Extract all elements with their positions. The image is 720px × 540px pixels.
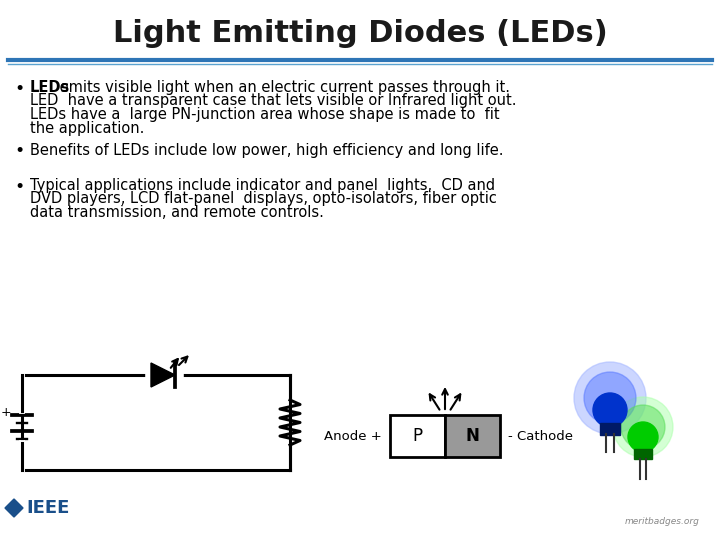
Text: Benefits of LEDs include low power, high efficiency and long life.: Benefits of LEDs include low power, high… [30, 143, 503, 158]
Text: Light Emitting Diodes (LEDs): Light Emitting Diodes (LEDs) [112, 18, 608, 48]
Circle shape [628, 422, 658, 452]
Text: the application.: the application. [30, 120, 145, 136]
Bar [600, 423, 620, 435]
Circle shape [574, 362, 646, 434]
Bar [445, 415, 500, 457]
Text: meritbadges.org: meritbadges.org [625, 517, 700, 526]
Circle shape [584, 372, 636, 424]
Text: •: • [14, 143, 24, 160]
Text: •: • [14, 80, 24, 98]
Text: Anode +: Anode + [324, 429, 382, 442]
Circle shape [593, 393, 627, 427]
Text: •: • [14, 178, 24, 196]
Polygon shape [5, 499, 23, 517]
Text: IEEE: IEEE [26, 499, 69, 517]
Circle shape [621, 405, 665, 449]
Text: +: + [1, 406, 12, 419]
Text: LEDs: LEDs [30, 80, 71, 95]
Text: N: N [466, 427, 480, 445]
Text: emits visible light when an electric current passes through it.: emits visible light when an electric cur… [55, 80, 510, 95]
Circle shape [613, 397, 673, 457]
Text: DVD players, LCD flat-panel  displays, opto-isolators, fiber optic: DVD players, LCD flat-panel displays, op… [30, 192, 497, 206]
Text: Typical applications include indicator and panel  lights,  CD and: Typical applications include indicator a… [30, 178, 495, 193]
Text: LED  have a transparent case that lets visible or Infrared light out.: LED have a transparent case that lets vi… [30, 93, 516, 109]
Bar [634, 449, 652, 459]
Text: data transmission, and remote controls.: data transmission, and remote controls. [30, 205, 324, 220]
Text: - Cathode: - Cathode [508, 429, 573, 442]
Text: P: P [413, 427, 423, 445]
Polygon shape [151, 363, 175, 387]
Bar [390, 415, 445, 457]
Text: LEDs have a  large PN-junction area whose shape is made to  fit: LEDs have a large PN-junction area whose… [30, 107, 500, 122]
